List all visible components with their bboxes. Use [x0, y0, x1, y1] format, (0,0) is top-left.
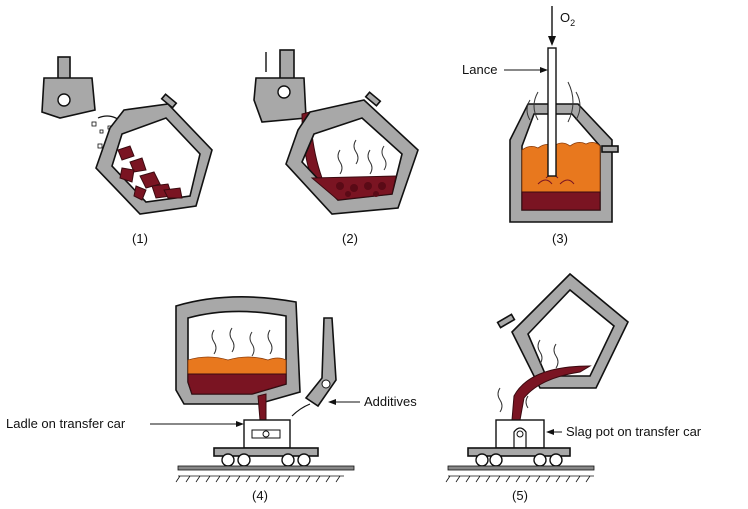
oxygen-arrowhead [548, 36, 556, 46]
oxygen-label: O2 [560, 10, 575, 28]
scrap-pile [117, 145, 183, 201]
ladle-pointer-arrowhead [236, 421, 244, 427]
fumes [497, 339, 559, 413]
trunnion-pin [601, 145, 619, 153]
tapping-stream [257, 393, 267, 421]
rail [447, 465, 595, 471]
slag-pot-label: Slag pot on transfer car [566, 424, 702, 439]
slag-stream [511, 365, 592, 421]
molten-steel-bath [521, 191, 601, 211]
step-1-number-label: (1) [132, 231, 148, 246]
scrap-in-bath [336, 182, 386, 197]
slag-foam [521, 142, 601, 197]
oxygen-subscript: 2 [570, 18, 575, 28]
transfer-car-deck [467, 447, 571, 457]
step-5-deslagging: Slag pot on transfer car (5) [445, 272, 702, 503]
gas-flow [526, 81, 581, 123]
transfer-car-wheels [221, 453, 311, 467]
step-1-charging-scrap: (1) [41, 56, 213, 246]
ladle-pivot [277, 85, 291, 99]
slag-pot-pointer-arrowhead [546, 429, 554, 435]
fumes [337, 139, 387, 175]
trunnion-pin [496, 313, 516, 329]
additive-chute [304, 317, 337, 408]
step-2-pouring-hot-metal: (2) [253, 49, 419, 246]
ladle-trunnion [262, 430, 270, 438]
ground-hatching [445, 475, 594, 483]
additives-label: Additives [364, 394, 417, 409]
step-5-number-label: (5) [512, 488, 528, 503]
chute-pivot [321, 379, 331, 389]
ladle-band [251, 429, 281, 439]
slag-pot-hanger [513, 427, 527, 448]
slag-layer [187, 356, 287, 377]
molten-steel [187, 373, 287, 395]
fumes [211, 327, 273, 357]
step-2-number-label: (2) [342, 231, 358, 246]
step-3-number-label: (3) [552, 231, 568, 246]
slag-pot-pivot [516, 430, 524, 438]
oxygen-lance [547, 47, 557, 177]
step-3-oxygen-blowing: O2 Lance (3) [462, 6, 619, 246]
additive-flow [291, 403, 311, 417]
step-4-number-label: (4) [252, 488, 268, 503]
charging-box-pivot [57, 93, 71, 107]
ground-hatching [175, 475, 344, 483]
ladle [243, 419, 291, 449]
trunnion-pin [160, 93, 178, 109]
trunnion-pin [364, 91, 382, 107]
ladle-label: Ladle on transfer car [6, 416, 126, 431]
converter-vessel [95, 103, 213, 215]
additives-pointer-arrowhead [328, 399, 336, 405]
rail [177, 465, 355, 471]
hot-metal-ladle [253, 77, 307, 123]
lance-pointer-arrowhead [540, 67, 548, 73]
lance-label: Lance [462, 62, 497, 77]
step-4-tapping: Additives Ladle on transfer car (4) [6, 296, 417, 503]
transfer-car-deck [213, 447, 319, 457]
